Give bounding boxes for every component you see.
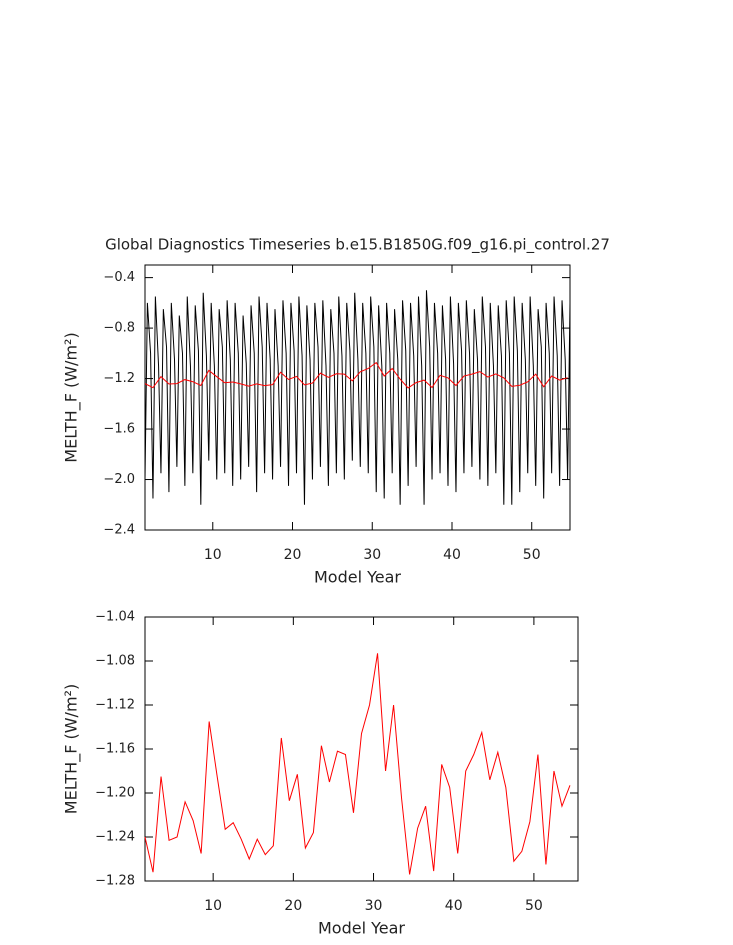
- y-axis-label: MELTH_F (W/m²): [62, 332, 82, 462]
- x-axis-label: Model Year: [318, 919, 405, 938]
- y-tick-label: −1.04: [95, 610, 135, 625]
- x-tick-label: 30: [363, 547, 381, 563]
- plot-frame: [144, 616, 579, 882]
- data-line: [144, 361, 568, 389]
- x-tick-label: 20: [284, 898, 302, 914]
- data-line: [144, 653, 571, 875]
- y-tick-label: −1.20: [95, 786, 135, 801]
- x-axis-label: Model Year: [314, 568, 401, 587]
- x-tick-label: 30: [365, 898, 383, 914]
- y-tick-label: −1.16: [95, 742, 135, 757]
- y-tick-label: −0.4: [103, 270, 135, 285]
- y-tick-label: −1.12: [95, 698, 135, 713]
- y-tick-label: −2.4: [103, 523, 135, 538]
- x-tick-label: 50: [525, 898, 543, 914]
- x-tick-label: 40: [443, 547, 461, 563]
- y-tick-label: −2.0: [103, 472, 135, 487]
- y-tick-label: −1.2: [103, 371, 135, 386]
- y-tick-label: −1.28: [95, 874, 135, 889]
- x-tick-label: 10: [204, 547, 222, 563]
- x-tick-label: 10: [204, 898, 222, 914]
- plot-frame: [144, 264, 571, 531]
- y-axis-label: MELTH_F (W/m²): [62, 684, 82, 814]
- x-tick-label: 40: [445, 898, 463, 914]
- y-tick-label: −1.6: [103, 422, 135, 437]
- y-tick-label: −1.08: [95, 654, 135, 669]
- chart-title: Global Diagnostics Timeseries b.e15.B185…: [105, 236, 610, 255]
- data-line: [144, 290, 571, 505]
- y-tick-label: −1.24: [95, 830, 135, 845]
- x-tick-label: 20: [284, 547, 302, 563]
- x-tick-label: 50: [523, 547, 541, 563]
- y-tick-label: −0.8: [103, 321, 135, 336]
